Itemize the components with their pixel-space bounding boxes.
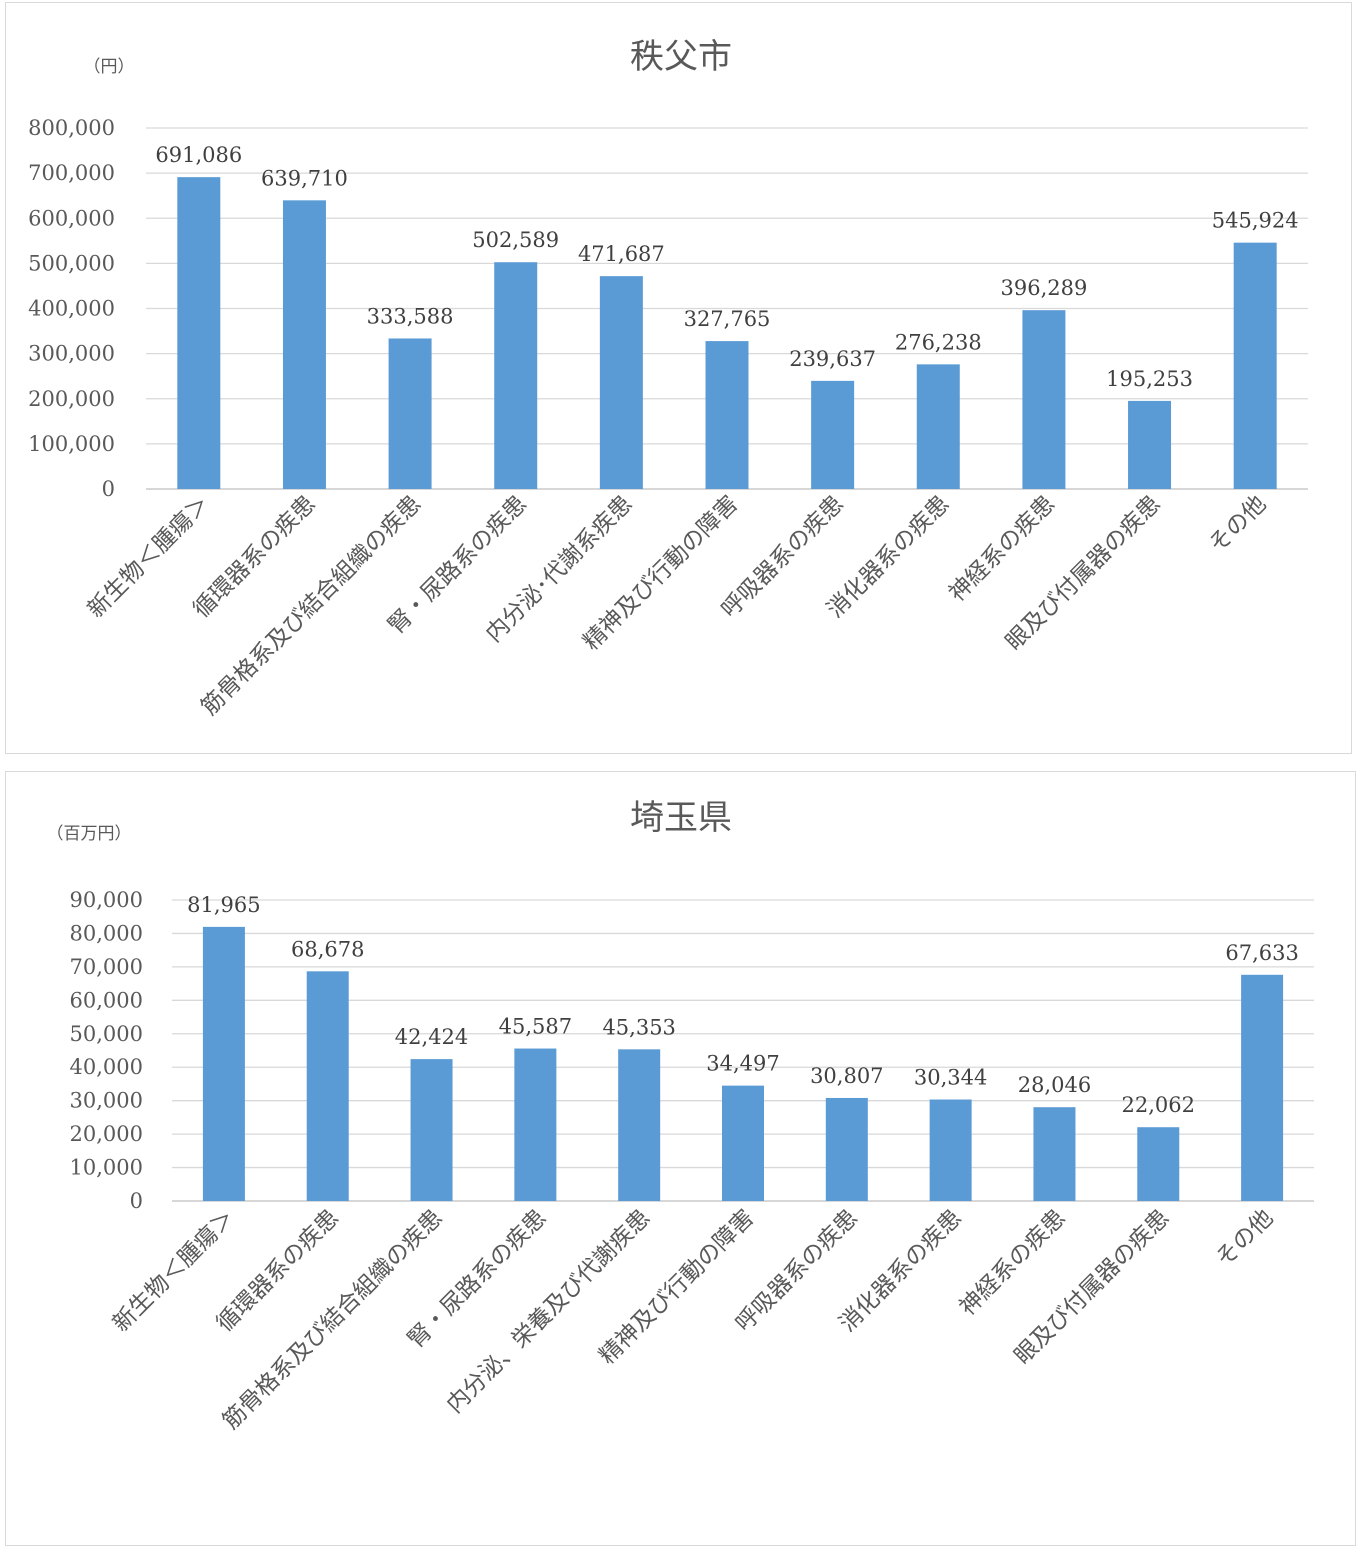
y-unit-label: （円） <box>84 57 135 77</box>
category-label: その他 <box>1211 1205 1278 1272</box>
chart-saitama: 埼玉県 （百万円） 0 10,000 20,000 30,000 40,000 50,000 6… <box>47 798 1314 1435</box>
y-tick-label: 200,000 <box>28 387 115 411</box>
bar <box>618 1049 661 1201</box>
bar <box>705 341 749 489</box>
bar <box>825 1097 868 1201</box>
data-label: 30,344 <box>914 1066 987 1090</box>
bar <box>722 1085 764 1201</box>
y-tick-label: 70,000 <box>70 955 143 979</box>
y-tick-label: 300,000 <box>28 342 115 366</box>
bar <box>599 276 643 489</box>
chart-panel-saitama: 埼玉県 （百万円） 0 10,000 20,000 30,000 40,000 50,000 6… <box>5 771 1356 1546</box>
data-label: 22,062 <box>1122 1093 1195 1117</box>
bar <box>811 380 855 489</box>
bar <box>1241 974 1284 1201</box>
y-tick-label: 600,000 <box>28 206 115 230</box>
data-label: 81,965 <box>187 893 260 917</box>
category-label: その他 <box>1204 491 1271 558</box>
chart-panel-chichibu: 秩父市 （円） 0 100,000 200,000 300,000 400,000 500,0… <box>5 2 1352 754</box>
y-tick-label: 10,000 <box>70 1156 143 1180</box>
data-label: 276,238 <box>895 330 982 354</box>
bar <box>1033 1107 1076 1201</box>
data-label: 28,046 <box>1018 1073 1091 1097</box>
category-label: 筋骨格系及び結合組織の疾患 <box>197 491 427 721</box>
y-tick-label: 30,000 <box>70 1089 143 1113</box>
y-tick-label: 80,000 <box>70 921 143 945</box>
bar <box>1233 242 1277 489</box>
y-tick-label: 40,000 <box>70 1055 143 1079</box>
bar <box>1128 400 1172 489</box>
y-unit-label: （百万円） <box>47 824 132 844</box>
data-label: 34,497 <box>706 1052 779 1076</box>
data-label: 45,587 <box>499 1015 572 1039</box>
bar <box>282 200 326 489</box>
category-label: 神経系の疾患 <box>944 491 1060 607</box>
data-label: 471,687 <box>578 242 665 266</box>
chart-chichibu: 秩父市 （円） 0 100,000 200,000 300,000 400,000 500,0… <box>28 37 1308 721</box>
y-tick-label: 800,000 <box>28 116 115 140</box>
data-label: 691,086 <box>155 143 242 167</box>
bar <box>177 177 221 489</box>
chart-title: 埼玉県 <box>630 798 732 838</box>
data-label: 30,807 <box>810 1064 883 1088</box>
bar <box>514 1048 557 1201</box>
y-tick-label: 100,000 <box>28 432 115 456</box>
data-label: 502,589 <box>472 228 559 252</box>
y-tick-label: 0 <box>102 477 115 501</box>
data-label: 42,424 <box>395 1025 468 1049</box>
y-tick-label: 400,000 <box>28 297 115 321</box>
bar <box>410 1059 453 1201</box>
data-label: 239,637 <box>789 347 876 371</box>
bar <box>1137 1127 1180 1201</box>
data-label: 639,710 <box>261 166 348 190</box>
data-label: 396,289 <box>1000 276 1087 300</box>
data-label: 327,765 <box>684 307 771 331</box>
y-tick-label: 500,000 <box>28 251 115 275</box>
category-label: 神経系の疾患 <box>955 1205 1071 1321</box>
bar <box>202 926 245 1201</box>
bar <box>1022 310 1066 489</box>
bar <box>388 338 432 489</box>
bar <box>929 1099 972 1201</box>
data-label: 67,633 <box>1225 941 1298 965</box>
y-tick-label: 700,000 <box>28 161 115 185</box>
data-label: 45,353 <box>602 1015 675 1039</box>
y-tick-label: 60,000 <box>70 988 143 1012</box>
data-label: 68,678 <box>291 937 364 961</box>
category-label: 筋骨格系及び結合組織の疾患 <box>218 1205 448 1435</box>
bar <box>916 364 960 489</box>
y-tick-label: 90,000 <box>70 888 143 912</box>
data-label: 333,588 <box>367 304 454 328</box>
y-tick-label: 0 <box>130 1189 143 1213</box>
y-tick-label: 50,000 <box>70 1022 143 1046</box>
data-label: 195,253 <box>1106 367 1193 391</box>
data-label: 545,924 <box>1212 209 1299 233</box>
y-tick-label: 20,000 <box>70 1122 143 1146</box>
chart-title: 秩父市 <box>630 37 732 77</box>
bar <box>306 971 349 1201</box>
bar <box>494 262 538 489</box>
category-label: 内分泌、栄養及び代謝疾患 <box>442 1205 656 1419</box>
